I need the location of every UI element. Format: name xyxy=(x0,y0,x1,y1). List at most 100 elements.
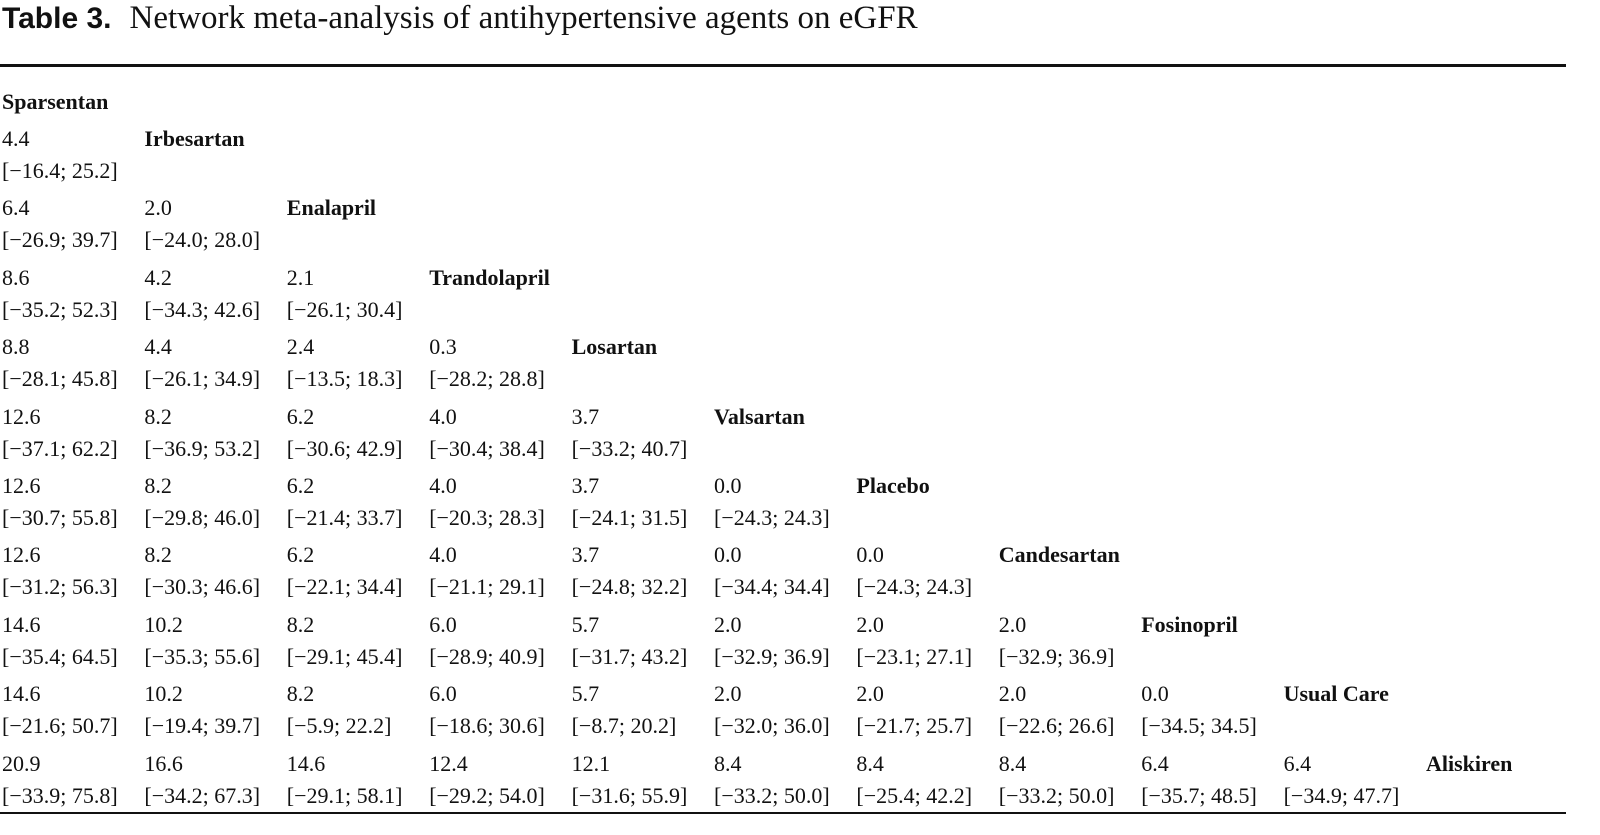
confidence-interval: [−24.1; 31.5] xyxy=(571,505,688,530)
confidence-interval: [−28.1; 45.8] xyxy=(2,366,118,392)
estimate: 2.0 xyxy=(714,611,742,637)
confidence-interval: [−35.7; 48.5] xyxy=(1141,782,1257,808)
estimate: 8.8 xyxy=(2,334,30,360)
estimate: 3.7 xyxy=(571,542,600,568)
confidence-interval: [−24.3; 24.3] xyxy=(856,574,973,600)
confidence-interval: [−35.2; 52.3] xyxy=(2,296,118,322)
table-caption: Network meta-analysis of antihypertensiv… xyxy=(129,0,918,36)
confidence-interval: [−23.1; 27.1] xyxy=(856,643,973,669)
estimate: 2.0 xyxy=(998,611,1027,637)
drug-name: Valsartan xyxy=(714,403,805,429)
estimate: 8.2 xyxy=(144,403,172,429)
drug-name: Sparsentan xyxy=(2,89,109,114)
confidence-interval: [−34.3; 42.6] xyxy=(144,296,261,322)
confidence-interval: [−37.1; 62.2] xyxy=(2,435,118,461)
estimate: 2.0 xyxy=(856,611,884,637)
estimate: 6.4 xyxy=(1283,750,1312,776)
estimate: 0.3 xyxy=(429,334,457,360)
confidence-interval: [−26.9; 39.7] xyxy=(2,227,118,253)
estimate: 6.2 xyxy=(286,403,315,429)
estimate: 10.2 xyxy=(144,681,183,707)
confidence-interval: [−35.4; 64.5] xyxy=(2,643,118,669)
table-title: Table 3. Network meta-analysis of antihyp… xyxy=(2,0,918,37)
estimate: 4.0 xyxy=(429,542,457,568)
estimate: 12.6 xyxy=(2,542,41,568)
confidence-interval: [−32.9; 36.9] xyxy=(714,643,830,669)
estimate: 4.4 xyxy=(2,126,30,151)
estimate: 8.4 xyxy=(714,750,742,776)
confidence-interval: [−30.4; 38.4] xyxy=(429,435,545,461)
confidence-interval: [−35.3; 55.6] xyxy=(144,643,261,669)
estimate: 8.2 xyxy=(286,681,315,707)
estimate: 2.1 xyxy=(286,264,315,290)
estimate: 4.2 xyxy=(144,264,172,290)
confidence-interval: [−29.1; 58.1] xyxy=(286,782,403,808)
estimate: 20.9 xyxy=(2,750,41,776)
confidence-interval: [−34.5; 34.5] xyxy=(1141,713,1257,739)
confidence-interval: [−18.6; 30.6] xyxy=(429,713,545,739)
confidence-interval: [−29.8; 46.0] xyxy=(144,505,261,530)
estimate: 0.0 xyxy=(856,542,884,568)
estimate: 12.6 xyxy=(2,403,41,429)
estimate: 8.4 xyxy=(856,750,884,776)
estimate: 6.0 xyxy=(429,681,457,707)
estimate: 2.0 xyxy=(856,681,884,707)
drug-name: Aliskiren xyxy=(1426,750,1513,776)
estimate: 3.7 xyxy=(571,473,600,498)
estimate: 8.4 xyxy=(998,750,1027,776)
confidence-interval: [−29.1; 45.4] xyxy=(286,643,403,669)
estimate: 2.0 xyxy=(998,681,1027,707)
confidence-interval: [−21.4; 33.7] xyxy=(286,505,403,530)
estimate: 6.4 xyxy=(2,195,30,221)
estimate: 12.6 xyxy=(2,473,41,498)
drug-name: Candesartan xyxy=(998,542,1120,568)
estimate: 4.0 xyxy=(429,403,457,429)
confidence-interval: [−31.7; 43.2] xyxy=(571,643,688,669)
estimate: 4.0 xyxy=(429,473,457,498)
confidence-interval: [−30.6; 42.9] xyxy=(286,435,403,461)
estimate: 4.4 xyxy=(144,334,172,360)
confidence-interval: [−13.5; 18.3] xyxy=(286,366,403,392)
estimate: 16.6 xyxy=(144,750,183,776)
estimate: 6.4 xyxy=(1141,750,1169,776)
confidence-interval: [−22.6; 26.6] xyxy=(998,713,1115,739)
estimate: 3.7 xyxy=(571,403,600,429)
estimate: 0.0 xyxy=(714,473,742,498)
confidence-interval: [−20.3; 28.3] xyxy=(429,505,545,530)
confidence-interval: [−32.0; 36.0] xyxy=(714,713,830,739)
bottom-rule xyxy=(0,812,1566,814)
confidence-interval: [−26.1; 34.9] xyxy=(144,366,261,392)
confidence-interval: [−34.9; 47.7] xyxy=(1283,782,1400,808)
drug-name: Losartan xyxy=(571,334,658,360)
confidence-interval: [−36.9; 53.2] xyxy=(144,435,261,461)
top-rule xyxy=(0,64,1566,67)
confidence-interval: [−28.2; 28.8] xyxy=(429,366,545,392)
drug-name: Fosinopril xyxy=(1141,611,1238,637)
confidence-interval: [−33.2; 50.0] xyxy=(714,782,830,808)
confidence-interval: [−24.0; 28.0] xyxy=(144,227,261,253)
estimate: 6.0 xyxy=(429,611,457,637)
estimate: 2.0 xyxy=(714,681,742,707)
estimate: 2.4 xyxy=(286,334,315,360)
estimate: 14.6 xyxy=(286,750,326,776)
estimate: 8.6 xyxy=(2,264,30,290)
confidence-interval: [−21.7; 25.7] xyxy=(856,713,973,739)
confidence-interval: [−30.7; 55.8] xyxy=(2,505,118,530)
confidence-interval: [−24.8; 32.2] xyxy=(571,574,688,600)
estimate: 0.0 xyxy=(714,542,742,568)
confidence-interval: [−25.4; 42.2] xyxy=(856,782,973,808)
confidence-interval: [−30.3; 46.6] xyxy=(144,574,261,600)
confidence-interval: [−34.2; 67.3] xyxy=(144,782,261,808)
confidence-interval: [−29.2; 54.0] xyxy=(429,782,545,808)
estimate: 14.6 xyxy=(2,611,41,637)
confidence-interval: [−33.9; 75.8] xyxy=(2,782,118,808)
estimate: 12.4 xyxy=(429,750,468,776)
confidence-interval: [−22.1; 34.4] xyxy=(286,574,403,600)
drug-name: Placebo xyxy=(856,473,930,498)
confidence-interval: [−26.1; 30.4] xyxy=(286,296,403,322)
estimate: 8.2 xyxy=(144,473,172,498)
confidence-interval: [−34.4; 34.4] xyxy=(714,574,830,600)
estimate: 6.2 xyxy=(286,473,315,498)
confidence-interval: [−31.2; 56.3] xyxy=(2,574,118,600)
